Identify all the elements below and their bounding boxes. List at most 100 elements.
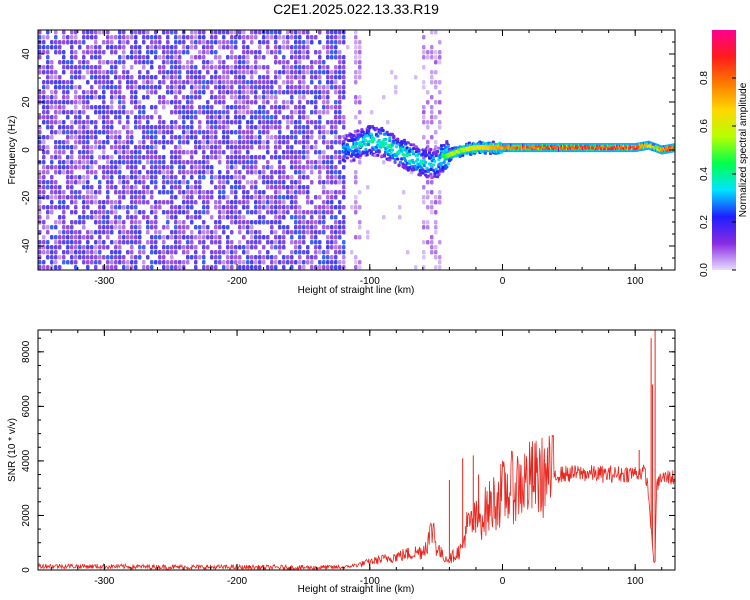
heatmap-cell <box>651 144 654 150</box>
heatmap-cell <box>622 145 625 151</box>
heatmap-cell <box>118 135 122 140</box>
heatmap-cell <box>426 190 430 195</box>
heatmap-cell <box>54 150 58 155</box>
heatmap-cell <box>302 70 306 75</box>
heatmap-cell <box>322 255 326 260</box>
heatmap-cell <box>182 175 186 180</box>
heatmap-cell <box>515 143 517 146</box>
heatmap-cell <box>194 255 198 260</box>
heatmap-cell <box>258 230 262 235</box>
heatmap-cell <box>306 260 310 265</box>
heatmap-cell <box>426 90 430 95</box>
heatmap-cell <box>298 65 302 70</box>
heatmap-cell <box>202 55 206 60</box>
heatmap-cell <box>431 156 436 160</box>
heatmap-cell <box>250 220 254 225</box>
heatmap-cell <box>314 120 318 125</box>
heatmap-cell <box>274 265 278 270</box>
heatmap-cell <box>106 155 110 160</box>
heatmap-cell <box>174 210 178 215</box>
heatmap-cell <box>386 120 390 125</box>
heatmap-cell <box>214 75 218 80</box>
heatmap-cell <box>42 135 46 140</box>
heatmap-cell <box>54 140 58 145</box>
heatmap-cell <box>641 141 644 144</box>
heatmap-cell <box>266 255 270 260</box>
heatmap-cell <box>476 145 479 151</box>
heatmap-cell <box>254 90 258 95</box>
heatmap-cell <box>266 115 270 120</box>
heatmap-cell <box>54 75 58 80</box>
heatmap-cell <box>384 137 388 141</box>
heatmap-cell <box>426 140 430 145</box>
heatmap-cell <box>194 30 198 35</box>
heatmap-cell <box>86 155 90 160</box>
heatmap-cell <box>122 155 126 160</box>
heatmap-cell <box>342 115 346 120</box>
heatmap-cell <box>581 143 584 146</box>
heatmap-cell <box>46 50 50 55</box>
heatmap-cell <box>376 153 380 157</box>
heatmap-cell <box>174 135 178 140</box>
heatmap-cell <box>186 150 190 155</box>
heatmap-cell <box>250 180 254 185</box>
heatmap-cell <box>302 90 306 95</box>
heatmap-cell <box>122 235 126 240</box>
heatmap-cell <box>330 155 334 160</box>
heatmap-cell <box>230 90 234 95</box>
heatmap-cell <box>238 75 242 80</box>
heatmap-cell <box>541 150 544 153</box>
heatmap-cell <box>46 45 50 50</box>
heatmap-cell <box>262 130 266 135</box>
heatmap-cell <box>246 260 250 265</box>
heatmap-cell <box>504 145 507 151</box>
heatmap-cell <box>78 100 82 105</box>
heatmap-cell <box>138 255 142 260</box>
heatmap-cell <box>274 125 278 130</box>
heatmap-cell <box>326 95 330 100</box>
heatmap-cell <box>508 150 511 153</box>
heatmap-cell <box>198 170 202 175</box>
heatmap-cell <box>314 75 318 80</box>
heatmap-cell <box>286 205 290 210</box>
heatmap-cell <box>246 85 250 90</box>
heatmap-cell <box>446 162 450 166</box>
heatmap-cell <box>194 95 198 100</box>
heatmap-cell <box>142 115 146 120</box>
heatmap-cell <box>572 143 575 146</box>
heatmap-cell <box>394 145 399 149</box>
heatmap-cell <box>310 135 314 140</box>
heatmap-cell <box>302 125 306 130</box>
heatmap-cell <box>142 105 146 110</box>
heatmap-cell <box>286 30 290 35</box>
heatmap-cell <box>342 185 346 190</box>
heatmap-cell <box>114 135 118 140</box>
heatmap-cell <box>274 70 278 75</box>
heatmap-cell <box>170 80 174 85</box>
heatmap-cell <box>158 250 162 255</box>
heatmap-cell <box>250 75 254 80</box>
heatmap-cell <box>218 125 222 130</box>
heatmap-cell <box>254 125 258 130</box>
heatmap-cell <box>250 155 254 160</box>
heatmap-cell <box>234 145 238 150</box>
heatmap-cell <box>102 80 106 85</box>
heatmap-cell <box>234 180 238 185</box>
heatmap-cell <box>464 145 467 148</box>
heatmap-cell <box>162 190 166 195</box>
heatmap-cell <box>242 155 246 160</box>
heatmap-cell <box>90 50 94 55</box>
heatmap-cell <box>42 180 46 185</box>
heatmap-cell <box>406 168 410 172</box>
heatmap-cell <box>230 175 234 180</box>
heatmap-cell <box>194 245 198 250</box>
heatmap-cell <box>310 100 314 105</box>
heatmap-cell <box>441 165 445 169</box>
heatmap-cell <box>334 225 338 230</box>
heatmap-cell <box>378 130 383 134</box>
heatmap-cell <box>58 145 62 150</box>
heatmap-cell <box>166 45 170 50</box>
heatmap-cell <box>302 230 306 235</box>
heatmap-cell <box>278 125 282 130</box>
heatmap-cell <box>62 200 66 205</box>
